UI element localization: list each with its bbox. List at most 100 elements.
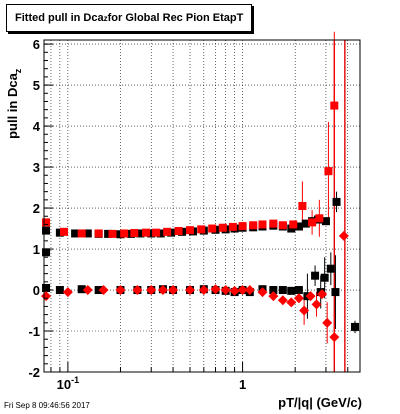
- y-tick-label: 1: [33, 242, 40, 257]
- square-marker: [120, 229, 129, 238]
- square-marker: [249, 221, 258, 230]
- square-marker: [156, 229, 165, 238]
- x-axis-label: pT/|q| (GeV/c): [278, 395, 362, 410]
- square-marker: [258, 220, 267, 229]
- square-marker: [147, 229, 156, 238]
- diamond-marker: [220, 285, 231, 296]
- square-marker: [141, 228, 150, 237]
- square-marker: [294, 222, 303, 231]
- y-tick-label: 5: [33, 78, 40, 93]
- square-marker: [77, 229, 86, 238]
- square-marker: [301, 219, 310, 228]
- square-marker: [320, 273, 329, 282]
- error-bars: [301, 31, 356, 362]
- square-marker: [174, 227, 183, 236]
- diamond-marker: [338, 230, 349, 241]
- y-tick-label: 2: [33, 201, 40, 216]
- datestamp: Fri Sep 8 09:46:56 2017: [4, 401, 90, 410]
- square-marker: [269, 219, 278, 228]
- grid-lines: [44, 40, 360, 373]
- diamond-marker: [98, 285, 109, 296]
- diamond-marker: [198, 285, 209, 296]
- diamond-marker: [62, 287, 73, 298]
- y-tick-label: 6: [33, 37, 40, 52]
- square-marker: [55, 286, 64, 295]
- diamond-marker: [286, 297, 297, 308]
- square-marker: [287, 286, 296, 295]
- square-marker: [130, 229, 139, 238]
- diamond-marker: [229, 285, 240, 296]
- square-marker: [228, 222, 237, 231]
- diamond-marker: [322, 317, 333, 328]
- square-marker: [350, 322, 359, 331]
- square-marker: [152, 228, 161, 237]
- diamond-marker: [317, 289, 328, 300]
- square-marker: [42, 226, 51, 235]
- y-tick-label: 3: [33, 160, 40, 175]
- square-marker: [294, 286, 303, 295]
- square-marker: [197, 225, 206, 234]
- diamond-marker: [293, 293, 304, 304]
- plot-frame: [43, 39, 361, 373]
- diamond-marker: [305, 291, 316, 302]
- square-marker: [311, 271, 320, 280]
- square-marker: [238, 222, 247, 231]
- y-tick-label: 0: [33, 283, 40, 298]
- square-marker: [108, 229, 117, 238]
- diamond-marker: [157, 285, 168, 296]
- diamond-marker: [115, 285, 126, 296]
- ylabel-sub: z: [12, 68, 23, 74]
- square-marker: [218, 223, 227, 232]
- diamond-marker: [268, 291, 279, 302]
- diamond-marker: [132, 285, 143, 296]
- square-marker: [94, 229, 103, 238]
- square-marker: [55, 228, 64, 237]
- square-marker: [289, 220, 298, 229]
- square-marker: [136, 229, 145, 238]
- y-tick-label: 4: [33, 119, 41, 134]
- square-marker: [185, 226, 194, 235]
- x-tick-label: 1: [239, 377, 246, 392]
- square-marker: [42, 218, 51, 227]
- diamond-marker: [299, 305, 310, 316]
- square-marker: [332, 197, 341, 206]
- data-markers: [41, 101, 359, 343]
- square-marker: [163, 227, 172, 236]
- diamond-marker: [311, 299, 322, 310]
- square-marker: [104, 229, 113, 238]
- square-marker: [42, 248, 51, 257]
- square-marker: [315, 214, 324, 223]
- chart-title: Fitted pull in Dca z for Global Rec Pion …: [6, 4, 253, 32]
- axis-ticks: -2 -1 0 1 2 3 4 5 6 10-1 1: [28, 37, 349, 392]
- square-marker: [308, 218, 317, 227]
- ylabel-main: pull in Dca: [5, 73, 21, 139]
- square-marker: [269, 286, 278, 295]
- diamond-marker: [82, 285, 93, 296]
- square-marker: [331, 288, 340, 297]
- square-marker: [71, 229, 80, 238]
- square-marker: [208, 224, 217, 233]
- square-marker: [326, 264, 335, 273]
- square-marker: [42, 283, 51, 292]
- square-marker: [77, 285, 86, 294]
- square-marker: [287, 224, 296, 233]
- title-rest: for Global Rec Pion EtapT: [107, 12, 244, 24]
- square-marker: [59, 227, 68, 236]
- title-sub: z: [103, 13, 108, 23]
- x-tick-label: 10-1: [57, 375, 79, 392]
- square-marker: [278, 286, 287, 295]
- diamond-marker: [237, 285, 248, 296]
- square-marker: [324, 167, 333, 176]
- diamond-marker: [329, 332, 340, 343]
- square-marker: [298, 202, 307, 210]
- diamond-marker: [277, 295, 288, 306]
- diamond-marker: [244, 285, 255, 296]
- square-marker: [330, 101, 339, 110]
- diamond-marker: [168, 285, 179, 296]
- square-marker: [278, 221, 287, 230]
- y-tick-label: -1: [28, 324, 40, 339]
- square-marker: [83, 229, 92, 238]
- square-marker: [321, 217, 330, 226]
- y-axis-label: pull in Dcaz: [5, 54, 23, 154]
